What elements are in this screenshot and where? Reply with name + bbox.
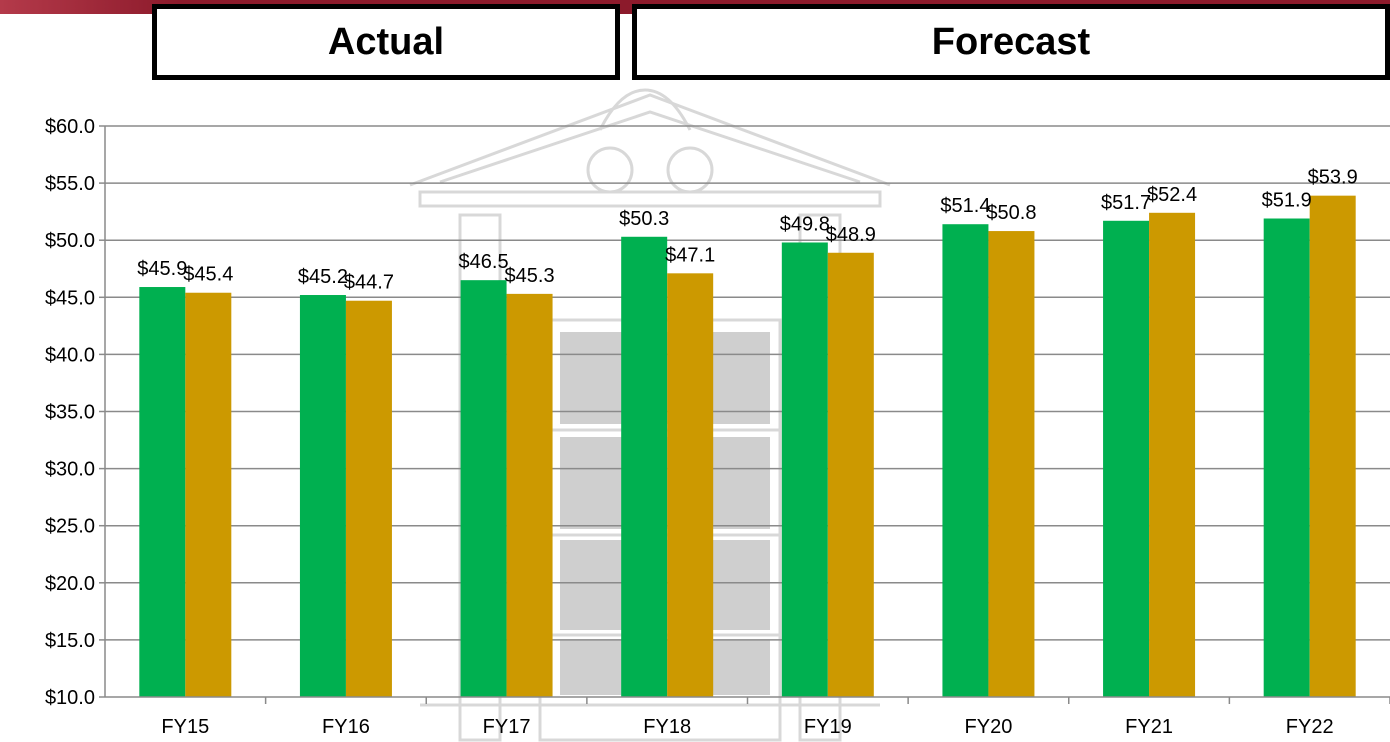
x-tick-label-fy15: FY15 [161, 716, 209, 738]
y-tick-label: $25.0 [45, 516, 95, 538]
data-label-series-2-fy18: $47.1 [665, 244, 715, 266]
data-label-series-1-fy22: $51.9 [1262, 190, 1312, 212]
data-label-series-2-fy22: $53.9 [1308, 167, 1358, 189]
bar-series-2-fy18 [667, 273, 714, 697]
bar-series-2-fy22 [1309, 195, 1356, 698]
y-tick-label: $20.0 [45, 573, 95, 595]
x-tick-label-fy19: FY19 [804, 716, 852, 738]
data-label-series-2-fy20: $50.8 [986, 202, 1036, 224]
bar-series-2-fy20 [988, 231, 1035, 697]
bar-series-1-fy19 [781, 242, 828, 697]
data-label-series-2-fy21: $52.4 [1147, 184, 1197, 206]
forecast-header-box: Forecast [632, 4, 1390, 80]
x-tick-label-fy18: FY18 [643, 716, 691, 738]
x-tick-label-fy22: FY22 [1286, 716, 1334, 738]
y-tick-label: $50.0 [45, 230, 95, 252]
bar-series-1-fy21 [1103, 220, 1150, 697]
data-label-series-2-fy17: $45.3 [505, 265, 555, 287]
x-tick-label-fy17: FY17 [483, 716, 531, 738]
bar-series-2-fy16 [345, 300, 392, 697]
bar-series-1-fy20 [942, 224, 989, 697]
data-label-series-2-fy16: $44.7 [344, 272, 394, 294]
y-tick-label: $60.0 [45, 116, 95, 138]
x-tick-label-fy20: FY20 [965, 716, 1013, 738]
actual-header-box: Actual [152, 4, 620, 80]
y-tick-label: $15.0 [45, 630, 95, 652]
bar-series-2-fy21 [1149, 212, 1196, 698]
bar-series-1-fy18 [621, 236, 668, 698]
y-tick-label: $30.0 [45, 459, 95, 481]
bar-series-2-fy17 [506, 293, 553, 697]
y-tick-label: $40.0 [45, 344, 95, 366]
data-label-series-1-fy18: $50.3 [619, 208, 669, 230]
top-accent-fade [0, 0, 180, 14]
data-label-series-1-fy19: $49.8 [780, 213, 830, 235]
data-label-series-1-fy17: $46.5 [459, 251, 509, 273]
data-label-series-1-fy20: $51.4 [940, 195, 990, 217]
bar-series-1-fy22 [1263, 218, 1310, 697]
bar-series-1-fy15 [139, 287, 186, 697]
data-label-series-1-fy21: $51.7 [1101, 192, 1151, 214]
bar-series-2-fy19 [827, 252, 874, 697]
forecast-header-label: Forecast [931, 20, 1091, 63]
bar-series-1-fy16 [299, 295, 346, 697]
y-tick-label: $35.0 [45, 402, 95, 424]
y-tick-label: $45.0 [45, 287, 95, 309]
bar-series-2-fy15 [185, 292, 232, 697]
bar-series-1-fy17 [460, 280, 507, 697]
data-label-series-1-fy15: $45.9 [137, 258, 187, 280]
y-tick-label: $55.0 [45, 173, 95, 195]
data-label-series-2-fy19: $48.9 [826, 224, 876, 246]
actual-header-label: Actual [327, 20, 445, 63]
y-tick-label: $10.0 [45, 687, 95, 709]
x-tick-label-fy21: FY21 [1125, 716, 1173, 738]
x-tick-label-fy16: FY16 [322, 716, 370, 738]
data-label-series-2-fy15: $45.4 [183, 264, 233, 286]
data-label-series-1-fy16: $45.2 [298, 266, 348, 288]
